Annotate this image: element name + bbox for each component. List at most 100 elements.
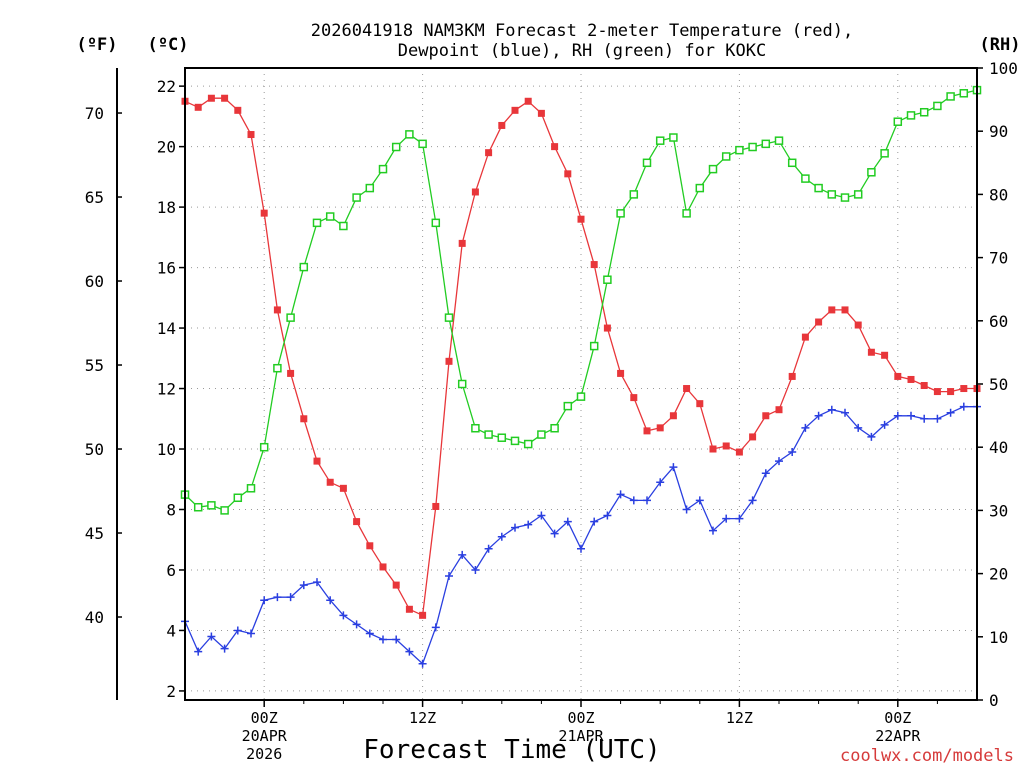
time-tick-label: 12Z (409, 709, 436, 727)
relative-humidity-point (946, 92, 955, 101)
dewpoint-point (563, 517, 572, 526)
dewpoint-point (550, 529, 559, 538)
relative-humidity-point (457, 379, 467, 389)
relative-humidity-series (180, 85, 982, 515)
dewpoint-point (959, 402, 968, 411)
dewpoint-point (194, 647, 203, 656)
dewpoint-point (511, 523, 519, 532)
temperature-point (683, 385, 691, 393)
temperature-point (669, 412, 677, 420)
dewpoint-point (220, 644, 229, 653)
temperature-point (273, 306, 281, 314)
celsius-tick-label: 12 (157, 380, 176, 399)
fahrenheit-tick-label: 70 (85, 104, 104, 123)
dewpoint-point (893, 411, 902, 420)
relative-humidity-point (286, 313, 295, 322)
temperature-point (709, 445, 717, 453)
dewpoint-point (458, 550, 467, 559)
chart-title-line-1: 2026041918 NAM3KM Forecast 2-meter Tempe… (311, 21, 853, 41)
dewpoint-point (669, 463, 678, 472)
relative-humidity-point (761, 139, 771, 149)
temperature-point (471, 188, 479, 196)
temperature-point (854, 321, 862, 329)
celsius-tick-label: 14 (157, 319, 176, 338)
relative-humidity-point (682, 209, 691, 218)
relative-humidity-point (497, 433, 507, 442)
dewpoint-point (788, 448, 797, 457)
fahrenheit-axis: 40 45 50 55 60 65 70 (85, 104, 122, 627)
dewpoint-point (207, 632, 216, 641)
temperature-point (841, 306, 849, 314)
fahrenheit-tick-label: 45 (85, 524, 104, 543)
dewpoint-point (827, 405, 836, 414)
temperature-point (947, 388, 955, 396)
relative-humidity-point (510, 436, 520, 446)
temperature-point (194, 103, 202, 111)
dewpoint-point (233, 626, 242, 635)
temperature-point (920, 382, 928, 390)
chart-title: 2026041918 NAM3KM Forecast 2-meter Tempe… (311, 21, 853, 61)
fahrenheit-tick-label: 60 (85, 272, 104, 291)
relative-humidity-point (867, 168, 876, 177)
relative-humidity-point (484, 430, 493, 439)
relative-humidity-point (365, 183, 375, 193)
temperature-point (656, 424, 664, 432)
dewpoint-series (181, 402, 981, 668)
rh-tick-label: 100 (989, 59, 1018, 78)
relative-humidity-point (695, 183, 705, 193)
relative-humidity-point (378, 164, 388, 174)
temperature-point (749, 433, 757, 441)
dewpoint-point (497, 532, 506, 541)
temperature-point (933, 388, 941, 396)
temperature-point (419, 611, 427, 619)
dewpoint-point (735, 514, 744, 523)
temperature-point (524, 97, 532, 105)
temperature-point (643, 427, 651, 435)
temperature-point (353, 518, 361, 526)
dewpoint-point (379, 635, 387, 644)
dewpoint-point (365, 629, 374, 638)
dewpoint-point (471, 565, 480, 574)
temperature-point (392, 581, 400, 589)
fahrenheit-unit-label: (ºF) (77, 35, 118, 55)
temperature-point (221, 94, 229, 102)
relative-humidity-point (523, 439, 533, 449)
dewpoint-line (184, 406, 977, 665)
temperature-point (366, 542, 374, 550)
temperature-point (630, 394, 638, 402)
fahrenheit-tick-label: 50 (85, 440, 104, 459)
relative-humidity-point (259, 442, 269, 452)
temperature-point (735, 448, 743, 456)
dewpoint-point (260, 596, 269, 605)
relative-humidity-point (299, 262, 309, 272)
relative-humidity-point (906, 111, 916, 120)
dewpoint-point (867, 432, 876, 441)
temperature-point (234, 106, 242, 114)
fahrenheit-tick-label: 40 (85, 608, 104, 627)
relative-humidity-point (563, 401, 573, 411)
dewpoint-point (907, 411, 915, 420)
time-tick-label: 12Z (726, 709, 753, 727)
rh-tick-label: 20 (989, 565, 1008, 584)
dewpoint-point (854, 423, 863, 432)
temperature-point (405, 605, 413, 613)
relative-humidity-point (418, 139, 427, 149)
rh-tick-label: 30 (989, 501, 1008, 520)
relative-humidity-point (444, 313, 454, 322)
time-tick-date: 20APR (242, 727, 288, 745)
relative-humidity-point (339, 221, 348, 231)
temperature-point (485, 149, 493, 157)
temperature-point (828, 306, 836, 314)
time-tick-date: 21APR (558, 727, 604, 745)
temperature-point (815, 318, 823, 326)
dewpoint-point (273, 593, 282, 602)
celsius-tick-label: 20 (157, 138, 176, 157)
relative-humidity-point (840, 193, 850, 202)
relative-humidity-point (748, 142, 757, 152)
rh-tick-label: 10 (989, 628, 1008, 647)
relative-humidity-point (735, 145, 744, 155)
dewpoint-point (841, 408, 849, 417)
relative-humidity-point (959, 89, 969, 98)
dewpoint-point (722, 514, 731, 523)
